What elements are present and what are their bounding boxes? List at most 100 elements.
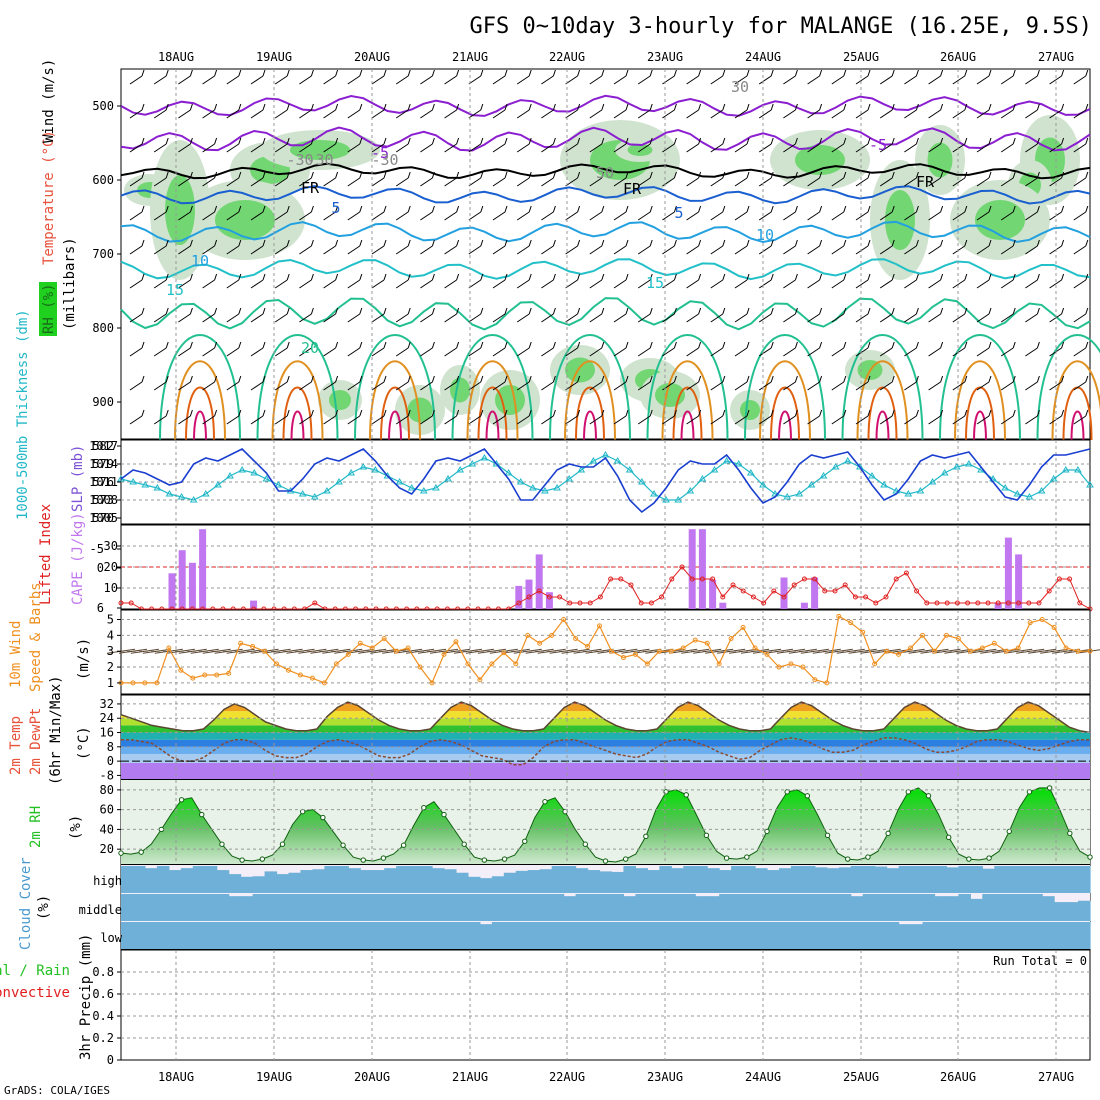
wind-speed-point	[632, 651, 638, 657]
wind-barb	[879, 177, 893, 187]
wind-barb	[420, 313, 433, 323]
cloud-high-bar	[814, 867, 828, 893]
contour-label: FR	[301, 179, 320, 197]
thickness-point	[371, 466, 380, 473]
thickness-point	[335, 478, 343, 485]
wind-barb	[250, 347, 264, 357]
cloud-middle-bar	[731, 894, 744, 921]
wind-barb-feather	[649, 307, 653, 315]
cloud-middle-bar	[575, 894, 589, 921]
wind-barb-feather	[1036, 409, 1040, 417]
wind-speed-point	[692, 637, 698, 643]
wind-barb	[394, 648, 423, 654]
low-level-temperature-contour	[185, 386, 215, 441]
wind-barb-feather	[1085, 375, 1089, 383]
wind-barb-feather	[407, 69, 411, 77]
wind-barb	[952, 177, 966, 187]
wind-barb-feather	[625, 273, 629, 281]
wind-barb	[371, 143, 385, 153]
low-level-temperature-contour	[1036, 334, 1100, 441]
low-level-temperature-contour	[583, 410, 597, 441]
cloud-high-bar	[515, 870, 529, 893]
wind-barb	[250, 415, 264, 425]
wind-barb-feather	[1061, 171, 1065, 179]
wind-barb-feather	[480, 137, 484, 145]
low-level-temperature-contour	[1051, 360, 1100, 441]
cloud-middle-bar	[420, 894, 433, 921]
wind-barb	[202, 245, 215, 255]
cloud-middle-bar	[180, 894, 194, 921]
wind-barb-feather	[189, 69, 193, 77]
wind-barb-feather	[359, 273, 363, 281]
cloud-low-bar	[491, 922, 505, 949]
wind-barb-feather	[625, 205, 629, 213]
wind-barb	[686, 75, 699, 85]
wind-barb	[783, 177, 796, 187]
cloud-low-bar	[121, 922, 134, 949]
wind-speed-point	[214, 672, 220, 678]
precip-legend-convective: Convective	[0, 985, 70, 1001]
wind-barb-feather	[746, 69, 750, 77]
thickness-point	[952, 463, 961, 470]
wind-barb	[202, 177, 215, 187]
wind-barb	[710, 211, 724, 221]
wind-barb-feather	[698, 171, 702, 179]
wind-speed-point	[1063, 645, 1069, 651]
wind-barb-feather	[504, 205, 508, 213]
wind-barb-feather	[383, 375, 387, 383]
wind-barb	[226, 211, 240, 221]
wind-barb	[129, 211, 143, 221]
wind-barb	[250, 177, 264, 187]
wind-barb	[904, 245, 917, 255]
cloud-high-bar	[479, 878, 493, 893]
wind-barb-feather	[359, 307, 363, 315]
wind-barb-feather	[673, 137, 677, 145]
wind-barb-feather	[335, 375, 339, 383]
date-label-bottom: 25AUG	[843, 1070, 879, 1084]
wind-barb	[178, 381, 191, 391]
wind-barb	[178, 415, 191, 425]
wind-barb	[613, 143, 627, 153]
wind-barb	[444, 347, 457, 357]
wind-barb	[1025, 177, 1038, 187]
lifted-index-point	[648, 600, 654, 606]
wind-barb-feather	[431, 409, 435, 417]
cloud-middle-bar	[264, 894, 278, 921]
wind-barb	[202, 415, 215, 425]
wind-barb-feather	[286, 103, 290, 111]
wind-barb-feather	[746, 103, 750, 111]
wind-barb-feather	[601, 69, 605, 77]
temperature-contour	[120, 185, 1091, 205]
cape-bar	[698, 529, 706, 609]
wind-barb	[976, 279, 990, 289]
low-level-temperature-contour	[477, 386, 508, 441]
wind-barb	[492, 415, 506, 425]
cloud-middle-bar	[659, 894, 672, 921]
date-label-top: 26AUG	[940, 50, 976, 64]
cloud-low-bar	[372, 922, 385, 949]
wind-barb	[783, 381, 796, 391]
wind-barb-feather	[673, 375, 677, 383]
wind-barb	[855, 415, 869, 425]
wind-speed-point	[620, 655, 626, 661]
temperature-color-band	[121, 762, 1090, 779]
wind-barb-feather	[310, 307, 314, 315]
precip-panel: 0.80.60.40.20 Run Total = 0 Total / Rain…	[0, 934, 1091, 1067]
wind-barb	[429, 648, 459, 654]
wind-barb	[516, 211, 530, 221]
wind-barb	[299, 75, 312, 85]
wind-barb-feather	[915, 409, 919, 417]
wind-speed-point	[429, 680, 435, 686]
wind-barb	[807, 245, 820, 255]
cloud-low-bar	[336, 922, 349, 949]
cloud-middle-bar	[635, 894, 648, 921]
cloud-middle-bar	[348, 894, 361, 921]
lifted-index-point	[516, 600, 522, 606]
cloud-panel: high middle low Cloud Cover (%)	[18, 857, 1091, 950]
rh-point	[703, 832, 710, 839]
cloud-middle-bar	[611, 894, 625, 921]
wind-barb	[468, 381, 482, 391]
thickness-point	[226, 472, 234, 479]
wind-barb	[347, 279, 361, 289]
y-tick-label: 900	[92, 395, 114, 409]
